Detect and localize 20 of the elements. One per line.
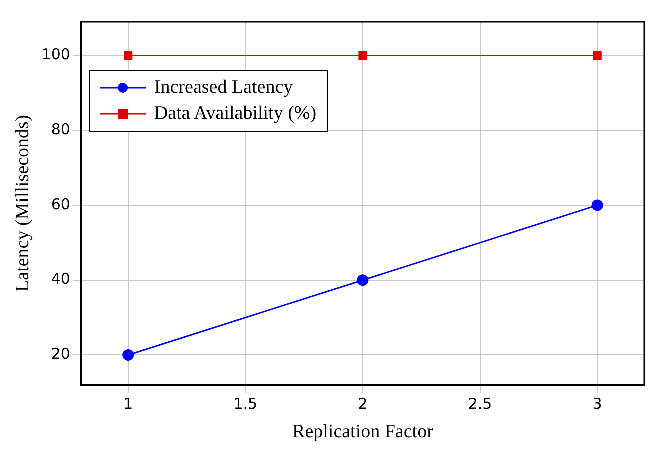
x-tick-label: 2.5 — [468, 395, 492, 414]
x-axis-title: Replication Factor — [292, 422, 434, 443]
point — [124, 51, 133, 60]
point — [122, 349, 134, 361]
y-tick-label: 60 — [51, 195, 70, 214]
y-tick-label: 100 — [42, 46, 70, 64]
x-tick-label: 1.5 — [234, 395, 258, 414]
point — [357, 274, 369, 286]
x-tick-label: 2 — [358, 395, 368, 414]
y-axis-title: Latency (Milliseconds) — [12, 115, 34, 292]
point — [592, 200, 604, 212]
x-tick-label: 3 — [592, 395, 602, 414]
legend-label: Increased Latency — [154, 76, 294, 100]
x-tick-label: 1 — [124, 395, 134, 414]
y-tick-label: 40 — [51, 270, 70, 288]
y-tick-label: 20 — [51, 345, 70, 364]
point — [593, 51, 602, 60]
y-tick-label: 80 — [51, 120, 70, 138]
point — [358, 51, 368, 60]
legend-label: Data Availability (%) — [154, 102, 317, 126]
